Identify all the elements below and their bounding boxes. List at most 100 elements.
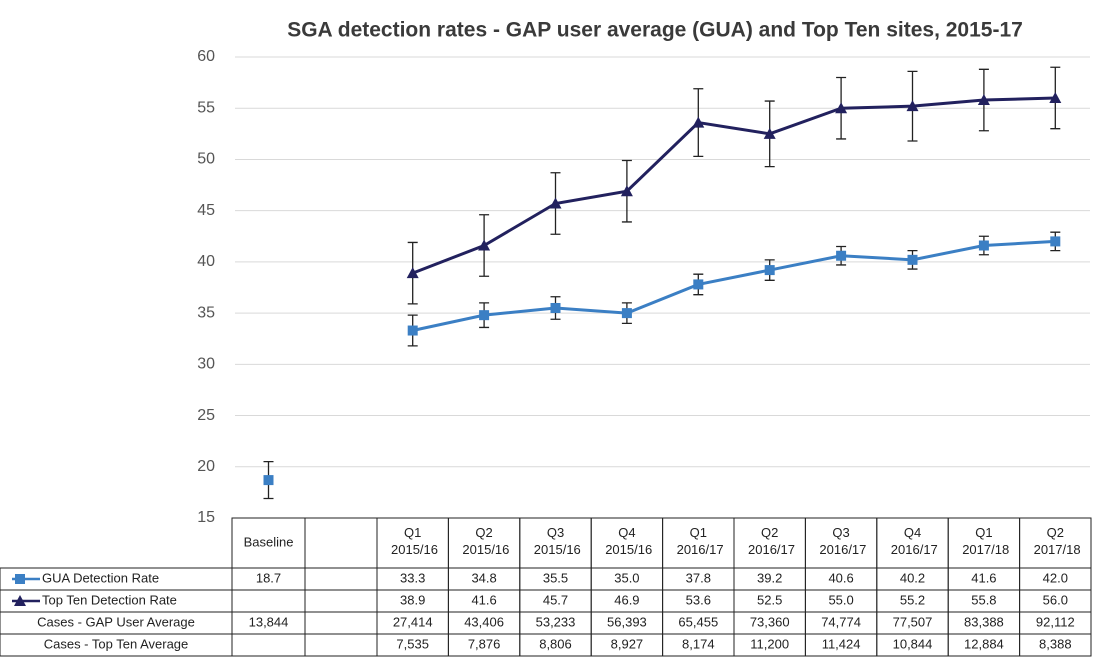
table-value: 55.8 (971, 592, 996, 607)
table-value: 73,360 (750, 614, 790, 629)
marker (978, 240, 989, 251)
marker (692, 116, 705, 128)
y-tick-label: 45 (197, 202, 215, 219)
table-value: 40.2 (900, 570, 925, 585)
table-value: 40.6 (828, 570, 853, 585)
table-value: 74,774 (821, 614, 861, 629)
table-cell (304, 589, 378, 613)
table-value: 39.2 (757, 570, 782, 585)
x-tick-label: Q2 2016/17 (744, 525, 795, 557)
table-value: 41.6 (971, 570, 996, 585)
marker (693, 279, 704, 290)
marker (479, 310, 490, 321)
table-value: 65,455 (678, 614, 718, 629)
table-value: 7,535 (396, 636, 429, 651)
table-cell (231, 633, 306, 657)
marker (263, 475, 274, 486)
table-value: 83,388 (964, 614, 1004, 629)
table-value: 12,884 (964, 636, 1004, 651)
table-cell (231, 589, 306, 613)
table-cell (1019, 633, 1092, 657)
row-label: Cases - Top Ten Average (44, 636, 189, 651)
table-value: 8,174 (682, 636, 715, 651)
table-value: 8,388 (1039, 636, 1072, 651)
marker (977, 94, 990, 106)
x-tick-label: Baseline (244, 534, 294, 549)
table-value: 7,876 (468, 636, 501, 651)
table-cell (304, 567, 378, 591)
x-tick-label: Q3 2016/17 (816, 525, 867, 557)
y-tick-label: 35 (197, 304, 215, 321)
y-tick-label: 55 (197, 99, 215, 116)
marker (764, 265, 775, 276)
table-value: 53.6 (686, 592, 711, 607)
x-tick-label: Q1 2015/16 (387, 525, 438, 557)
table-value: 55.0 (828, 592, 853, 607)
x-tick-label: Q1 2016/17 (673, 525, 724, 557)
marker (907, 254, 918, 265)
row-label: Cases - GAP User Average (37, 614, 195, 629)
y-tick-label: 40 (197, 253, 215, 270)
table-value: 37.8 (686, 570, 711, 585)
marker (407, 325, 418, 336)
table-value: 42.0 (1043, 570, 1068, 585)
table-value: 8,927 (611, 636, 644, 651)
x-tick-label: Q2 2015/16 (459, 525, 510, 557)
x-tick-label: Q4 2015/16 (602, 525, 653, 557)
table-cell (304, 517, 378, 569)
table-value: 56,393 (607, 614, 647, 629)
table-value: 92,112 (1036, 614, 1075, 629)
legend-label: Top Ten Detection Rate (42, 592, 177, 607)
table-value: 45.7 (543, 592, 568, 607)
table-value: 77,507 (893, 614, 933, 629)
x-tick-label: Q4 2016/17 (887, 525, 938, 557)
table-value: 10,844 (893, 636, 933, 651)
table-value: 11,200 (750, 636, 789, 651)
table-value: 46.9 (614, 592, 639, 607)
marker (835, 102, 848, 114)
marker (15, 574, 25, 584)
x-tick-label: Q3 2015/16 (530, 525, 581, 557)
table-value: 18.7 (256, 570, 281, 585)
series-line (412, 96, 1056, 275)
table-value: 56.0 (1043, 592, 1068, 607)
marker (621, 308, 632, 319)
table-value: 41.6 (471, 592, 496, 607)
y-tick-label: 20 (197, 458, 215, 475)
table-cell (304, 611, 378, 635)
legend-label: GUA Detection Rate (42, 570, 159, 585)
table-value: 8,806 (539, 636, 572, 651)
y-tick-label: 50 (197, 151, 215, 168)
x-tick-label: Q1 2017/18 (959, 525, 1010, 557)
marker (620, 185, 633, 197)
table-value: 53,233 (536, 614, 576, 629)
table-value: 11,424 (822, 636, 861, 651)
table-value: 13,844 (249, 614, 289, 629)
y-tick-label: 30 (197, 356, 215, 373)
x-tick-label: Q2 2017/18 (1030, 525, 1081, 557)
marker (763, 127, 776, 139)
y-tick-label: 15 (197, 509, 215, 526)
table-value: 38.9 (400, 592, 425, 607)
table-value: 52.5 (757, 592, 782, 607)
marker (836, 250, 847, 261)
y-tick-label: 60 (197, 48, 215, 65)
marker (1050, 236, 1061, 247)
table-value: 43,406 (464, 614, 504, 629)
marker (406, 267, 419, 279)
series (406, 66, 1062, 305)
y-tick-label: 25 (197, 407, 215, 424)
marker (550, 302, 561, 313)
table-value: 35.5 (543, 570, 568, 585)
marker (906, 100, 919, 112)
series-line (412, 239, 1056, 332)
marker (478, 239, 491, 251)
table-value: 55.2 (900, 592, 925, 607)
table-value: 35.0 (614, 570, 639, 585)
marker (14, 595, 26, 606)
table-value: 34.8 (471, 570, 496, 585)
marker (549, 197, 562, 209)
series (263, 231, 1061, 500)
marker (1049, 91, 1062, 103)
